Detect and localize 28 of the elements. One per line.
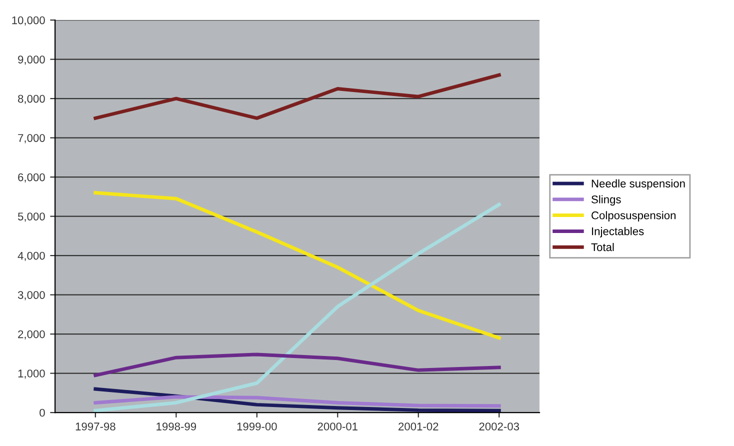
y-tick-label: 3,000 [18, 291, 45, 300]
x-tick-label: 2001-02 [398, 422, 438, 430]
line-series [94, 73, 501, 120]
x-tick-label: 1999-00 [237, 422, 277, 430]
x-tick-label: 2000-01 [318, 422, 358, 430]
line-series [94, 387, 501, 412]
y-tick-label: 6,000 [18, 173, 45, 183]
legend-label: Total [591, 242, 614, 252]
x-tick-label: 1998-99 [156, 422, 196, 430]
line-series [94, 395, 501, 408]
legend-label: Slings [592, 195, 621, 206]
y-tick-label: 1,000 [18, 370, 45, 379]
y-tick-label: 10,000 [12, 16, 45, 26]
x-tick-label: 2002-03 [479, 422, 520, 430]
line-series [94, 191, 501, 340]
y-tick-label: 2,000 [18, 330, 45, 340]
y-tick-label: 4,000 [18, 252, 45, 262]
legend-label: Needle suspension [592, 179, 685, 190]
legend-label: Colposuspension [592, 211, 676, 222]
y-tick-label: 8,000 [18, 94, 45, 104]
legend-label: Injectables [592, 227, 644, 238]
line-series [94, 352, 501, 377]
line-series [94, 202, 501, 412]
y-tick-label: 0 [40, 408, 45, 417]
y-tick-label: 7,000 [18, 134, 45, 144]
x-tick-label: 1997-98 [76, 422, 116, 430]
y-tick-label: 9,000 [18, 56, 45, 65]
y-tick-label: 5,000 [18, 212, 45, 222]
